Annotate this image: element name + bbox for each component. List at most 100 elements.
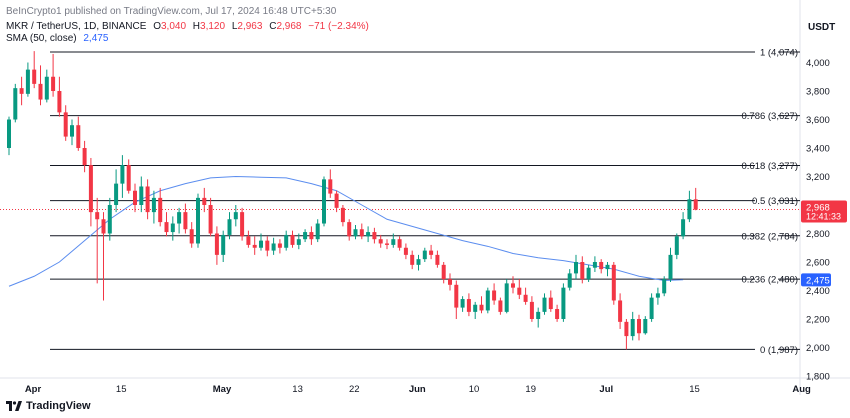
candle-body[interactable] — [517, 287, 522, 295]
candle-body[interactable] — [649, 297, 654, 319]
candle-body[interactable] — [662, 279, 667, 294]
candle-body[interactable] — [271, 243, 276, 251]
candle-body[interactable] — [592, 262, 597, 268]
candle-body[interactable] — [441, 264, 446, 280]
candle-body[interactable] — [265, 240, 270, 251]
candle-body[interactable] — [391, 239, 396, 245]
candle-body[interactable] — [221, 234, 226, 255]
candle-body[interactable] — [693, 199, 698, 210]
candle-body[interactable] — [126, 165, 131, 191]
candle-body[interactable] — [114, 183, 119, 205]
candle-body[interactable] — [120, 165, 125, 184]
candle-body[interactable] — [322, 179, 326, 224]
candle-body[interactable] — [630, 319, 635, 337]
candle-body[interactable] — [580, 262, 585, 280]
currency-label[interactable]: USDT — [808, 22, 836, 33]
candle-body[interactable] — [227, 219, 232, 235]
candle-body[interactable] — [151, 197, 156, 213]
candle-body[interactable] — [422, 250, 427, 260]
candle-body[interactable] — [353, 229, 358, 237]
candle-body[interactable] — [334, 193, 339, 208]
candle-body[interactable] — [277, 243, 282, 248]
candle-body[interactable] — [303, 232, 308, 240]
candle-body[interactable] — [13, 88, 18, 120]
candle-body[interactable] — [624, 321, 629, 337]
candle-body[interactable] — [82, 148, 87, 166]
candle-body[interactable] — [479, 304, 484, 311]
candle-body[interactable] — [435, 254, 440, 265]
candle-body[interactable] — [536, 311, 541, 319]
candle-body[interactable] — [196, 197, 200, 244]
candle-body[interactable] — [410, 254, 415, 265]
candle-body[interactable] — [655, 293, 660, 298]
sma-legend[interactable]: SMA (50, close) 2,475 — [6, 33, 108, 44]
candle-body[interactable] — [240, 212, 245, 237]
candle-body[interactable] — [51, 76, 56, 91]
candle-body[interactable] — [618, 300, 623, 322]
candle-body[interactable] — [70, 125, 74, 137]
candle-body[interactable] — [498, 300, 503, 312]
candle-body[interactable] — [454, 284, 459, 308]
candle-body[interactable] — [177, 212, 182, 224]
candle-body[interactable] — [681, 219, 686, 237]
candle-body[interactable] — [492, 290, 497, 301]
candle-body[interactable] — [252, 244, 257, 248]
candle-body[interactable] — [366, 232, 371, 237]
candle-body[interactable] — [296, 239, 301, 245]
candle-body[interactable] — [473, 304, 478, 312]
candle-body[interactable] — [567, 273, 572, 288]
candle-body[interactable] — [504, 283, 509, 312]
candle-body[interactable] — [611, 264, 616, 301]
candle-body[interactable] — [284, 234, 289, 248]
candle-body[interactable] — [599, 262, 604, 270]
candle-body[interactable] — [290, 234, 295, 245]
candle-body[interactable] — [57, 91, 62, 113]
candle-body[interactable] — [347, 222, 352, 237]
candle-body[interactable] — [246, 236, 251, 245]
candle-body[interactable] — [259, 240, 263, 248]
candle-body[interactable] — [586, 267, 591, 280]
candle-body[interactable] — [309, 232, 314, 240]
candle-body[interactable] — [403, 247, 408, 255]
candle-body[interactable] — [359, 229, 364, 237]
candle-body[interactable] — [668, 254, 673, 280]
candle-body[interactable] — [202, 197, 207, 205]
candle-body[interactable] — [637, 319, 641, 334]
candle-body[interactable] — [397, 239, 402, 248]
candle-body[interactable] — [32, 69, 37, 84]
candle-body[interactable] — [7, 119, 11, 149]
candle-body[interactable] — [208, 205, 213, 234]
candle-body[interactable] — [523, 294, 528, 302]
candle-body[interactable] — [158, 197, 163, 223]
candle-body[interactable] — [145, 186, 150, 213]
candle-body[interactable] — [101, 219, 106, 234]
candle-body[interactable] — [139, 186, 144, 205]
candle-body[interactable] — [385, 243, 389, 245]
candle-body[interactable] — [214, 233, 219, 255]
candle-body[interactable] — [38, 83, 43, 100]
candle-body[interactable] — [25, 69, 30, 94]
candle-body[interactable] — [485, 290, 490, 311]
candle-body[interactable] — [372, 232, 377, 240]
candle-body[interactable] — [542, 297, 547, 312]
candle-body[interactable] — [548, 297, 553, 310]
candle-body[interactable] — [340, 207, 345, 223]
candle-body[interactable] — [687, 199, 692, 220]
candle-body[interactable] — [429, 250, 434, 255]
candle-body[interactable] — [133, 190, 137, 205]
candle-body[interactable] — [643, 319, 648, 334]
candle-body[interactable] — [561, 287, 566, 319]
candle-body[interactable] — [328, 179, 333, 194]
candle-body[interactable] — [44, 76, 49, 100]
candle-body[interactable] — [63, 112, 68, 137]
candle-body[interactable] — [183, 212, 188, 230]
candle-body[interactable] — [233, 212, 238, 220]
candle-body[interactable] — [605, 264, 610, 270]
candle-body[interactable] — [416, 259, 421, 265]
candle-body[interactable] — [95, 212, 100, 220]
symbol-title[interactable]: MKR / TetherUS, 1D, BINANCE — [6, 21, 147, 32]
candle-body[interactable] — [164, 222, 169, 233]
candle-body[interactable] — [574, 262, 578, 274]
candle-body[interactable] — [460, 299, 465, 308]
